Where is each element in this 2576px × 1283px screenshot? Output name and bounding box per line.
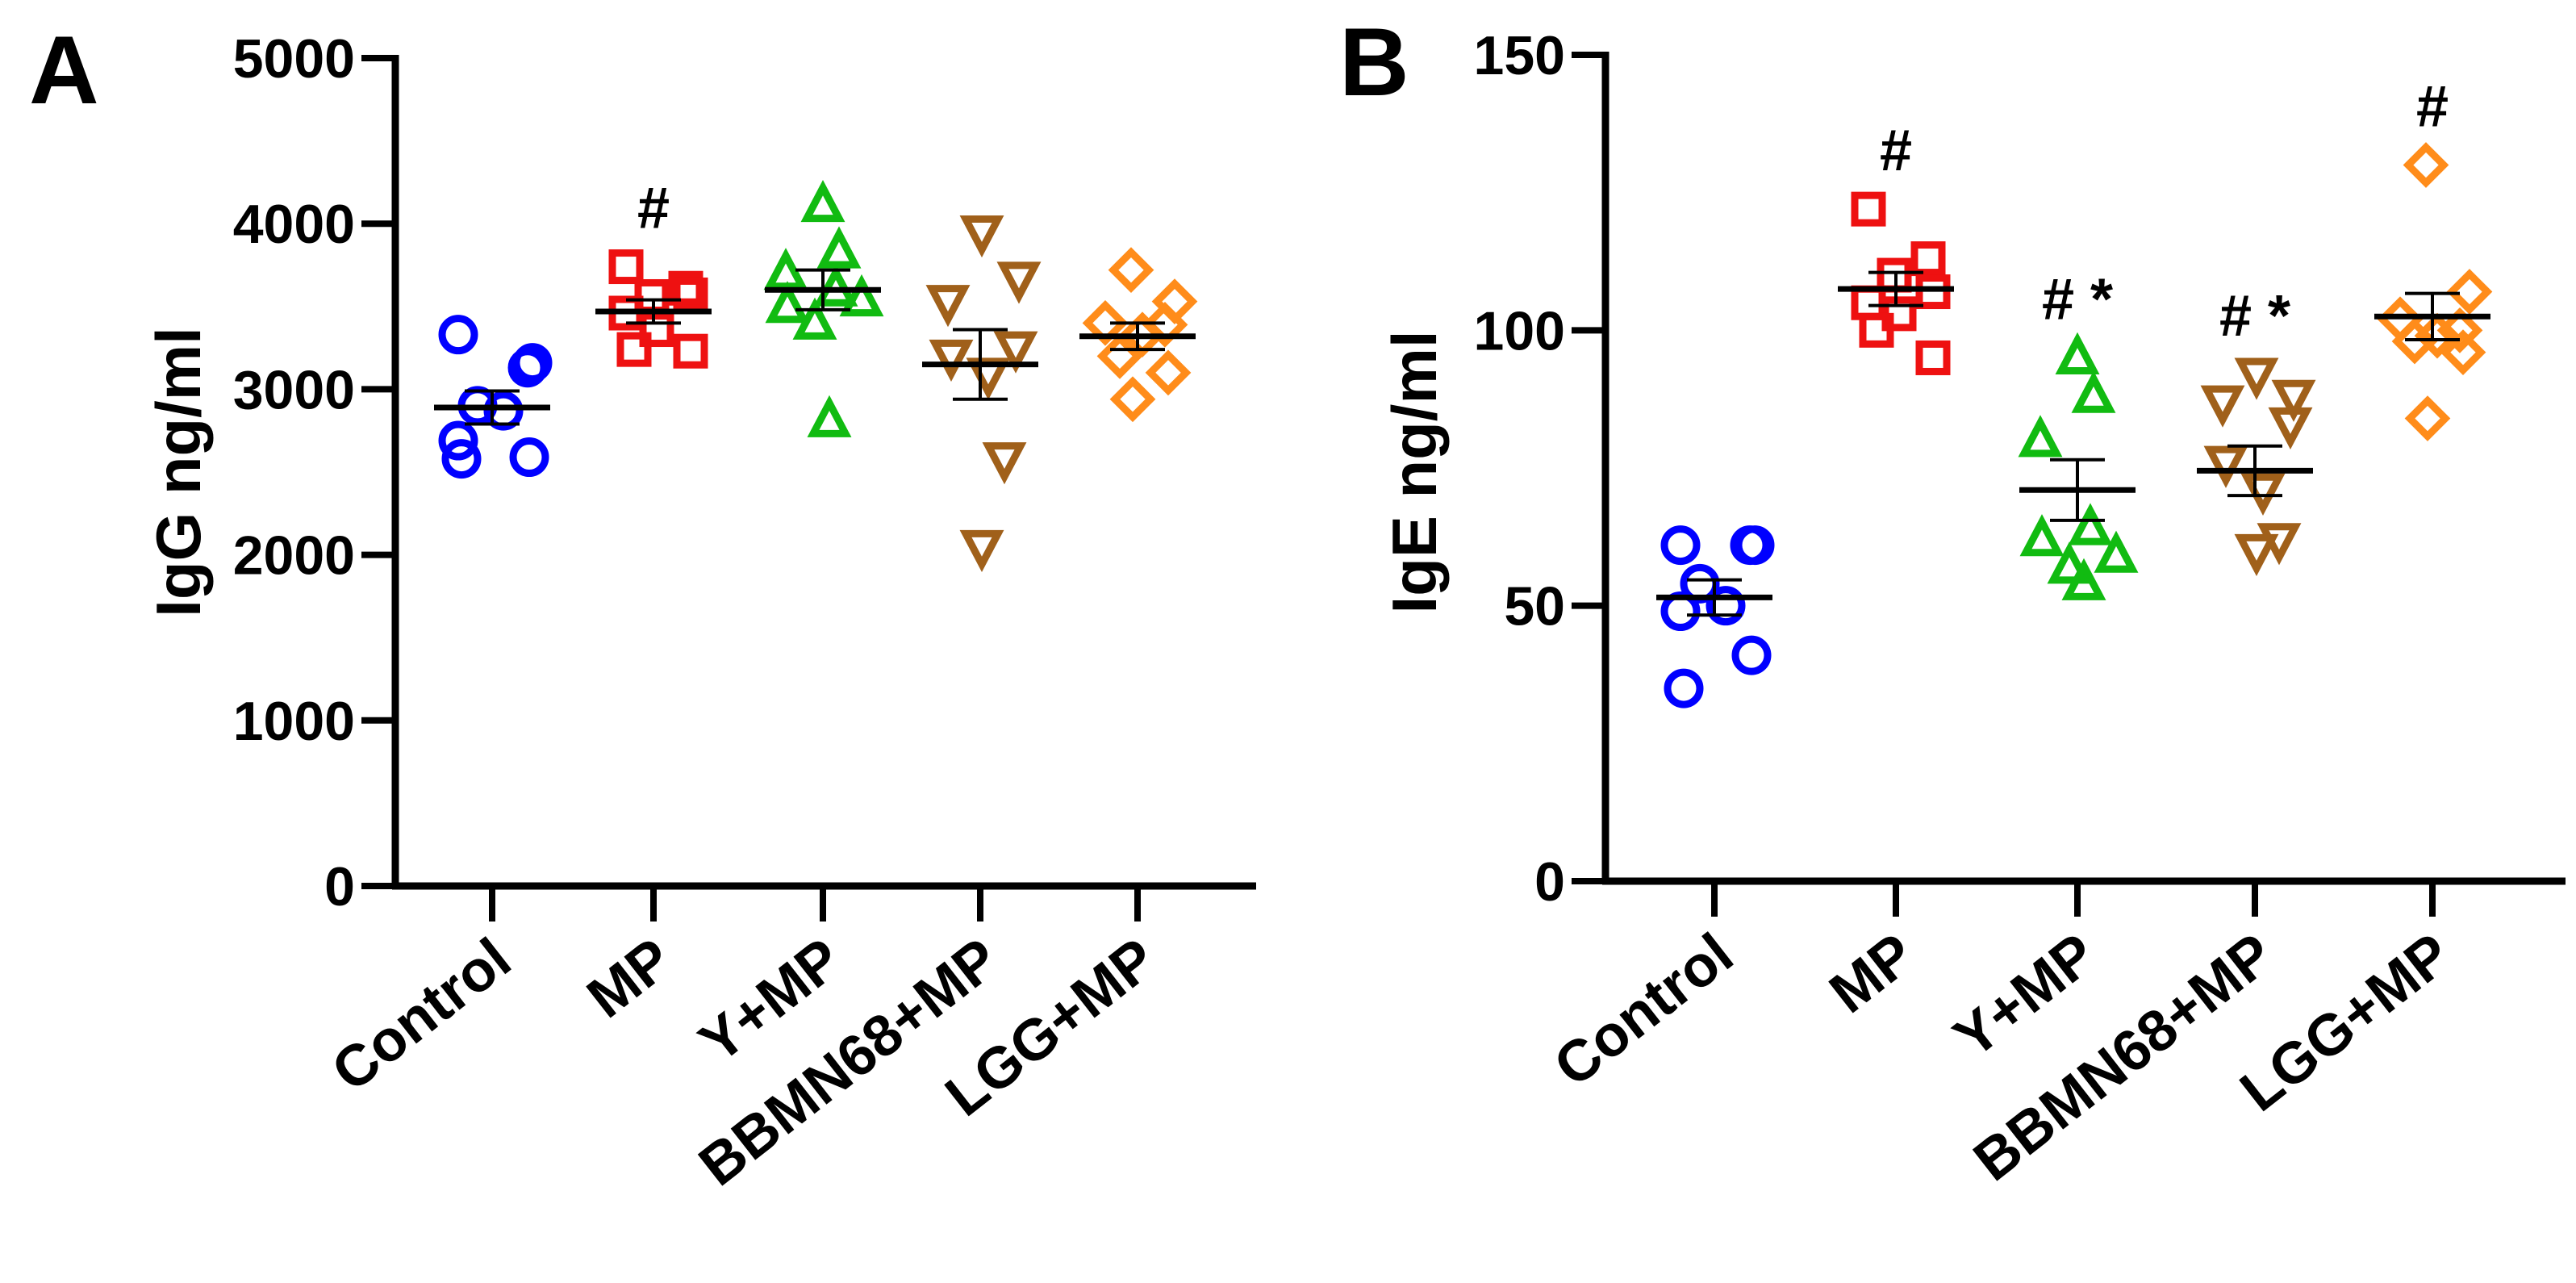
y-tick-label: 0 [1534,851,1565,913]
significance-label: # * [2219,284,2290,349]
data-point [792,297,837,340]
data-point [668,270,703,306]
data-point [1108,247,1154,294]
x-tick-label: Control [320,926,523,1105]
data-point [929,339,974,382]
data-point [2047,541,2092,584]
y-tick-label: 0 [324,856,355,917]
data-point [996,261,1042,304]
data-point [2068,503,2113,545]
data-point [2019,514,2065,557]
data-point [1915,340,1951,375]
y-tick-label: 2000 [233,525,355,587]
data-point [925,285,971,328]
data-point [1731,635,1772,675]
data-point [673,333,708,369]
data-point [512,343,553,383]
x-tick-label: BBMN68+MP [1962,922,2286,1194]
y-tick-label: 150 [1474,25,1565,86]
data-point [1859,312,1894,348]
data-point [1851,285,1886,320]
data-point [2094,530,2139,573]
data-point [1119,311,1166,358]
data-point [1910,241,1946,277]
significance-label: # [1880,119,1912,183]
data-point [993,331,1038,374]
data-point [438,420,478,461]
data-point [438,315,478,355]
significance-label: # [637,177,670,241]
y-tick-label: 1000 [233,691,355,752]
data-point [2271,379,2316,422]
panel-letter-a: A [29,16,99,124]
x-tick-label: MP [575,926,683,1031]
data-point [1706,586,1746,626]
data-point [982,442,1027,485]
data-point [2061,558,2106,600]
panel-a-ylabel: IgG ng/ml [143,327,214,617]
y-tick-label: 100 [1474,300,1565,361]
data-point [2404,395,2451,441]
significance-label: # [2416,75,2449,140]
data-point [2203,445,2248,488]
data-point [639,312,674,348]
data-point [509,437,549,478]
data-point [2403,142,2449,188]
data-point [1735,525,1775,566]
data-point [816,226,862,269]
significance-label: # * [2042,267,2113,332]
data-point [2234,533,2279,577]
data-point [800,179,845,223]
data-point [2440,329,2486,376]
y-tick-label: 4000 [233,194,355,255]
data-point [2240,473,2286,516]
data-point [1660,525,1701,566]
data-point [1145,349,1192,396]
y-tick-label: 50 [1504,576,1565,637]
data-point [616,332,652,367]
data-point [1109,376,1156,423]
data-point [2018,415,2063,458]
data-point [2268,407,2313,450]
data-point [2200,385,2245,428]
data-point [1142,302,1188,348]
data-point [2391,318,2438,365]
panel-letter-b: B [1339,8,1409,116]
data-point [483,391,524,431]
data-point [673,277,708,312]
data-point [1664,668,1704,708]
panel-b-ylabel: IgE ng/ml [1379,331,1450,614]
x-tick-label: Control [1543,922,1745,1100]
data-point [765,281,810,324]
y-tick-label: 5000 [233,28,355,90]
x-tick-label: MP [1818,922,1926,1026]
data-point [839,274,884,317]
y-tick-label: 3000 [233,359,355,420]
data-point [1082,299,1129,346]
data-point [959,215,1004,258]
data-point [608,249,644,285]
data-point [959,529,1004,573]
data-point [2446,269,2493,315]
data-point [1851,191,1886,227]
data-point [507,348,548,388]
data-point [807,395,852,437]
data-point [2055,332,2100,374]
data-point [2234,357,2279,400]
data-point [441,439,482,479]
data-point [2071,370,2116,413]
